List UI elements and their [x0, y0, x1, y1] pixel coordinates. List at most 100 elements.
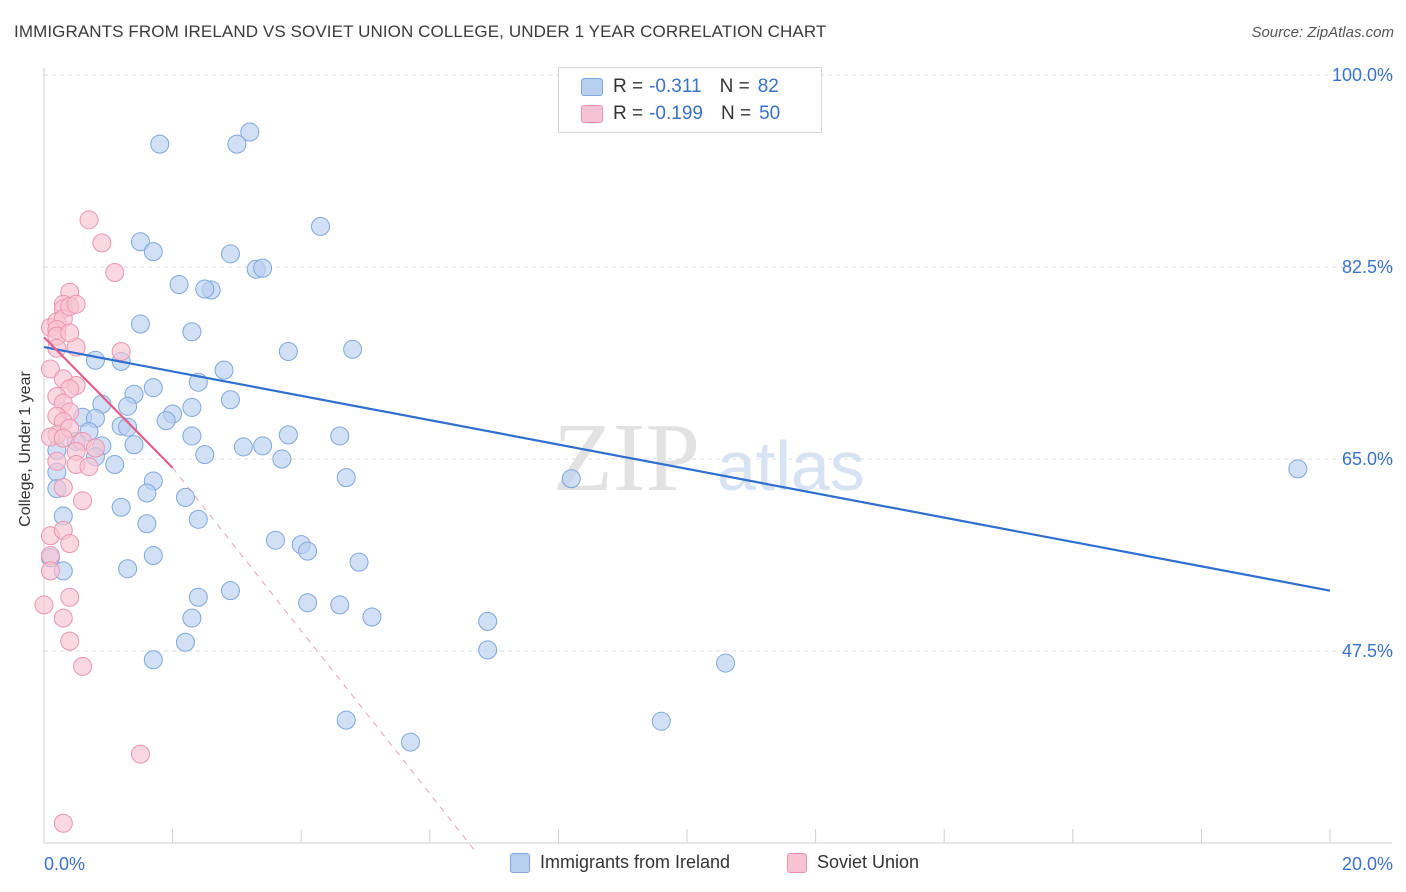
legend-n-label: N = — [719, 76, 750, 97]
ireland-point — [336, 468, 356, 488]
ireland-point — [240, 122, 260, 142]
ireland-point — [220, 244, 240, 264]
soviet-point — [66, 294, 86, 314]
soviet-point — [73, 491, 93, 511]
chart-title: IMMIGRANTS FROM IRELAND VS SOVIET UNION … — [14, 22, 827, 41]
ireland-point — [188, 587, 208, 607]
ireland-point — [478, 640, 498, 660]
soviet-point — [53, 608, 73, 628]
ireland-point — [478, 611, 498, 631]
ireland-point — [124, 435, 144, 455]
ireland-point — [220, 581, 240, 601]
ireland-point — [175, 632, 195, 652]
ireland-point — [362, 607, 382, 627]
ireland-point — [220, 390, 240, 410]
soviet-point — [92, 233, 112, 253]
ireland-point — [143, 650, 163, 670]
soviet-point — [85, 438, 105, 458]
ireland-point — [143, 546, 163, 566]
ireland-point — [401, 732, 421, 752]
ireland-point — [111, 497, 131, 517]
ireland-point — [182, 322, 202, 342]
soviet-point — [60, 533, 80, 553]
ireland-point — [105, 454, 125, 474]
ireland-point — [298, 541, 318, 561]
legend-r-value: -0.311 — [649, 76, 702, 97]
bottom-legend-ireland: Immigrants from Ireland — [510, 852, 730, 873]
axis-layer: 47.5% 65.0% 82.5% 100.0% 0.0% 20.0% — [43, 65, 1393, 874]
soviet-trendline — [43, 336, 174, 469]
ireland-point — [118, 417, 138, 437]
legend-row-soviet: R = -0.199 N = 50 — [581, 101, 780, 127]
x-tick-label-min: 0.0% — [44, 854, 85, 874]
watermark-atlas: atlas — [717, 427, 865, 505]
ireland-point — [195, 445, 215, 465]
ireland-point — [130, 314, 150, 334]
ireland-point — [143, 378, 163, 398]
ireland-point — [253, 258, 273, 278]
bottom-legend-swatch-ireland — [510, 852, 530, 873]
ireland-point — [651, 711, 671, 731]
ireland-point — [561, 469, 581, 489]
legend-n-label: N = — [720, 103, 752, 124]
soviet-point — [60, 323, 80, 343]
soviet-point — [79, 457, 99, 477]
ireland-point — [143, 242, 163, 262]
watermark: ZIP atlas — [553, 404, 865, 512]
soviet-point — [111, 341, 131, 361]
ireland-point — [169, 275, 189, 295]
legend-n-value: 82 — [757, 76, 779, 97]
y-axis-label-wrap: College, Under 1 year — [6, 300, 46, 600]
soviet-point — [73, 656, 93, 676]
ireland-point — [214, 360, 234, 380]
ireland-point — [233, 437, 253, 457]
y-tick-label: 100.0% — [1332, 65, 1393, 85]
ireland-point — [156, 411, 176, 431]
ireland-point — [130, 232, 150, 252]
bottom-legend-label-ireland: Immigrants from Ireland — [540, 852, 731, 872]
y-tick-label: 82.5% — [1342, 257, 1393, 277]
legend-r-label: R = — [613, 76, 644, 97]
ireland-point — [118, 559, 138, 579]
soviet-point — [53, 428, 73, 448]
legend-r-value: -0.199 — [649, 103, 703, 124]
stats-legend: R = -0.311 N = 82 R = -0.199 N = 50 — [558, 67, 822, 133]
ireland-point — [310, 216, 330, 236]
points-layer — [34, 122, 1308, 833]
y-axis-label: College, Under 1 year — [17, 371, 34, 527]
soviet-point — [60, 587, 80, 607]
ireland-point — [188, 509, 208, 529]
ireland-point — [336, 710, 356, 730]
ireland-point — [272, 449, 292, 469]
y-tick-label: 47.5% — [1342, 641, 1393, 661]
legend-n-value: 50 — [759, 103, 781, 124]
ireland-point — [175, 487, 195, 507]
ireland-point — [137, 514, 157, 534]
soviet-point — [105, 262, 125, 282]
ireland-point — [298, 593, 318, 613]
bottom-legend-swatch-soviet — [787, 852, 807, 873]
bottom-legend-soviet: Soviet Union — [787, 852, 919, 873]
ireland-point — [349, 552, 369, 572]
ireland-point — [182, 397, 202, 417]
soviet-point — [40, 359, 60, 379]
soviet-point — [53, 813, 73, 833]
soviet-point — [130, 744, 150, 764]
soviet-point — [60, 631, 80, 651]
x-tick-label-max: 20.0% — [1342, 854, 1393, 874]
soviet-point — [53, 478, 73, 498]
ireland-point — [265, 530, 285, 550]
ireland-point — [343, 339, 363, 359]
legend-r-label: R = — [613, 103, 644, 124]
ireland-point — [278, 425, 298, 445]
y-tick-label: 65.0% — [1342, 449, 1393, 469]
ireland-point — [182, 608, 202, 628]
ireland-point — [330, 426, 350, 446]
soviet-trendline-extension — [172, 467, 476, 851]
trend-layer — [43, 336, 1331, 851]
ireland-point — [1288, 459, 1308, 479]
ireland-point — [253, 436, 273, 456]
soviet-point — [40, 561, 60, 581]
ireland-point — [227, 134, 247, 154]
